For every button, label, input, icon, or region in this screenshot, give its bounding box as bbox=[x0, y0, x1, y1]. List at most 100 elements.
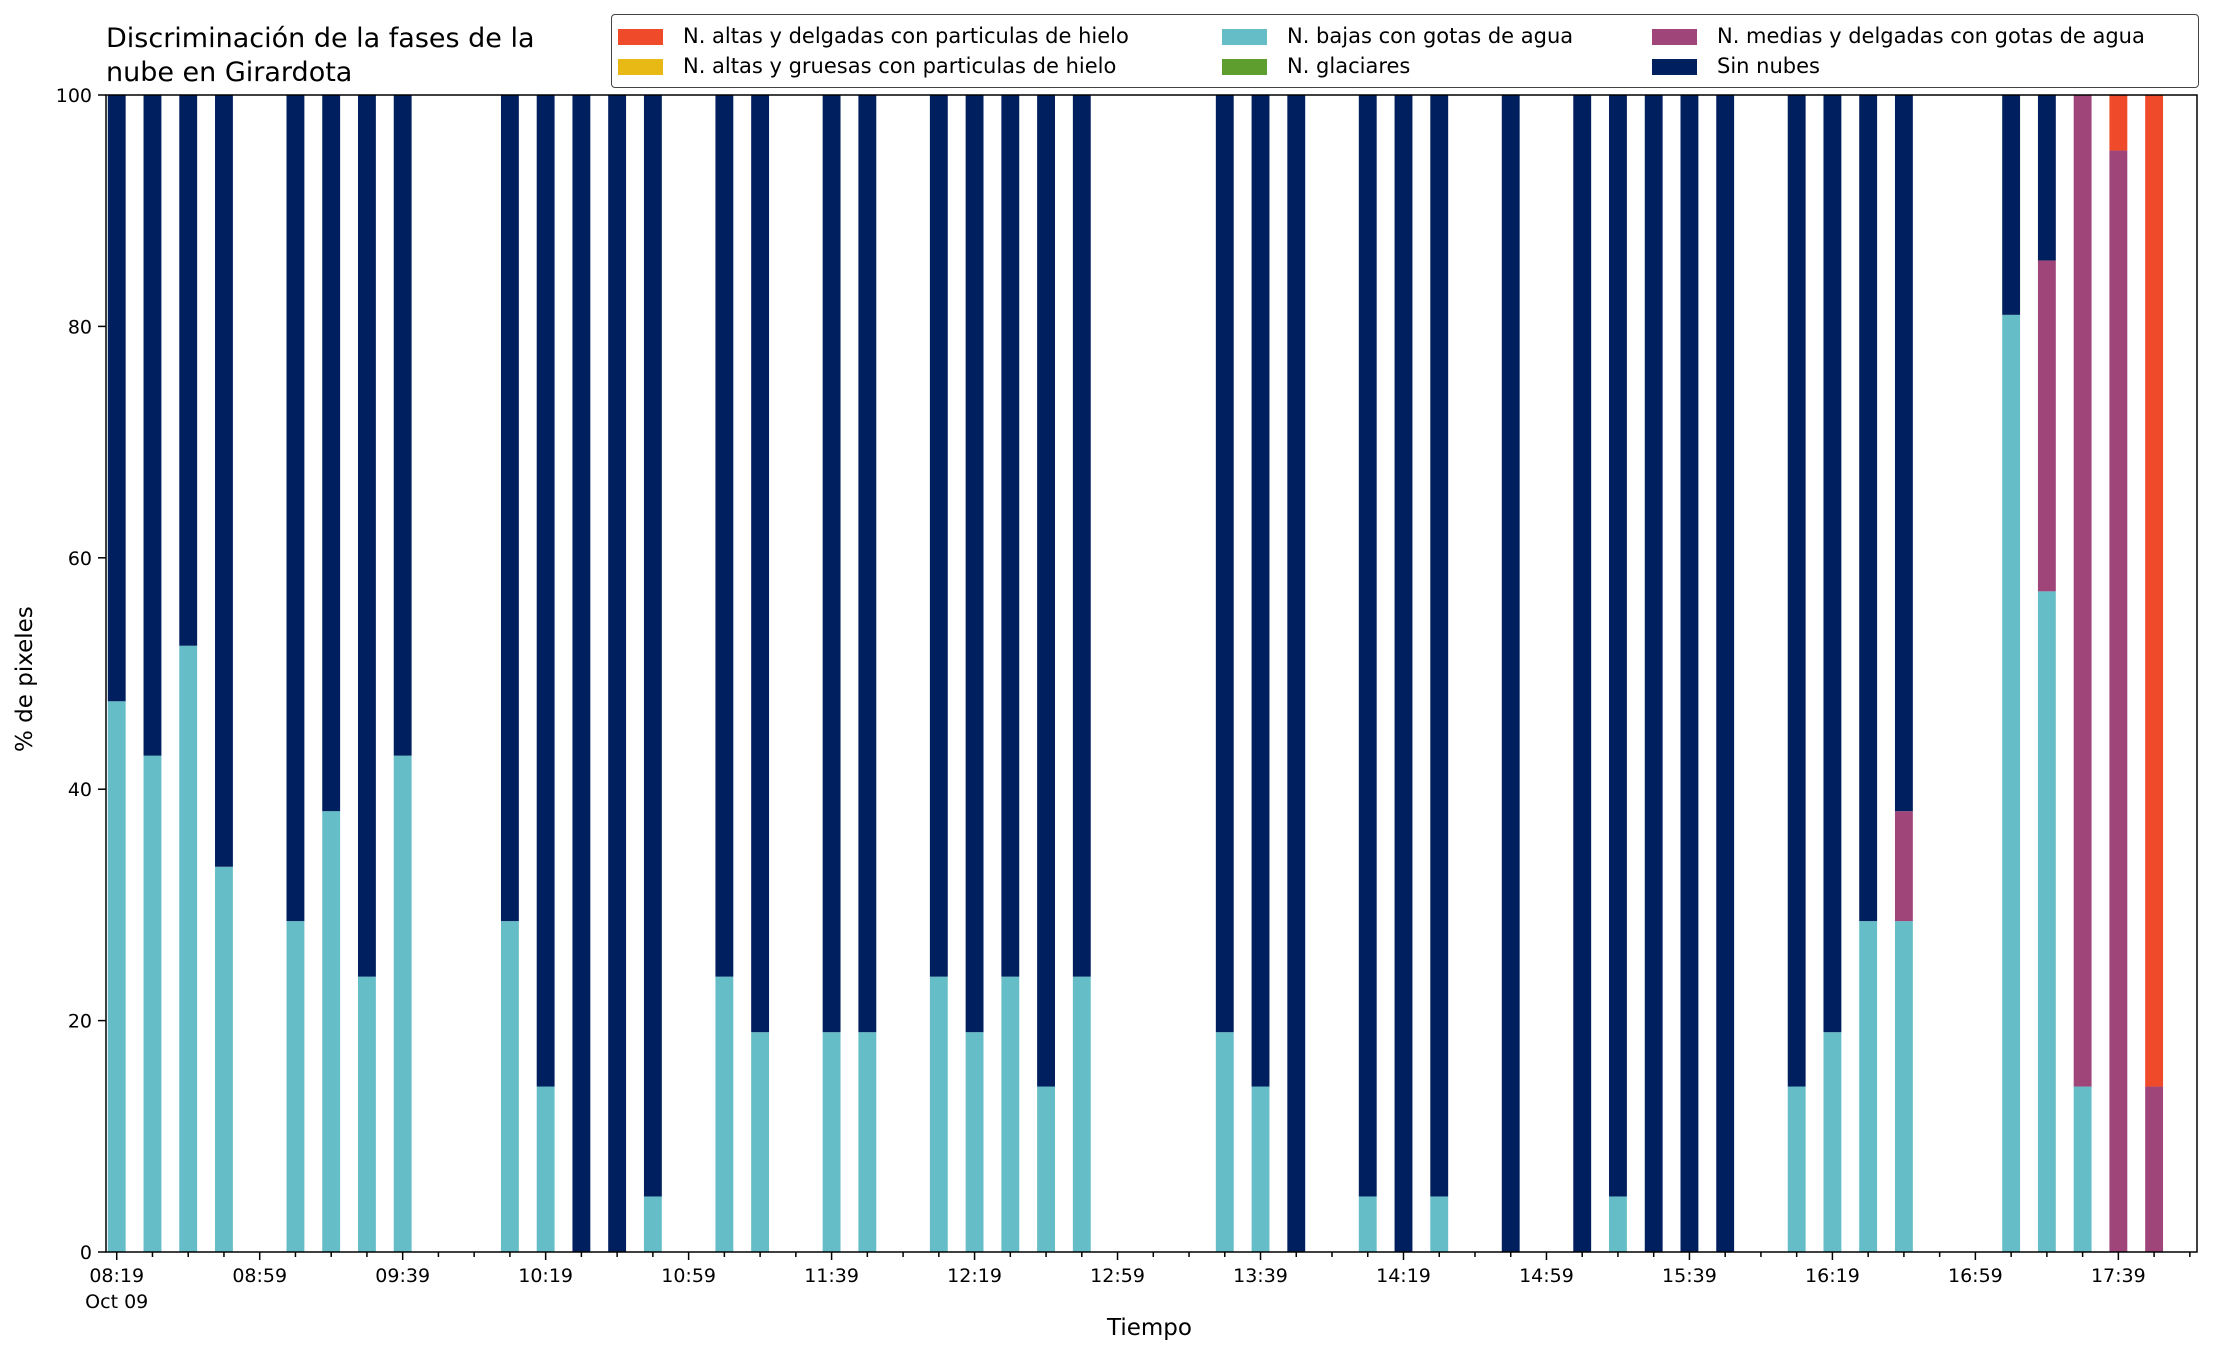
bar-bajas-7 bbox=[357, 976, 376, 1252]
x-tick-label-24: 12:19 bbox=[947, 1265, 1002, 1287]
bar-sin-21 bbox=[858, 95, 877, 1033]
x-tick-label-56: 17:39 bbox=[2091, 1265, 2146, 1287]
bar-bajas-27 bbox=[1072, 976, 1091, 1252]
bar-bajas-2 bbox=[179, 645, 198, 1252]
bar-sin-47 bbox=[1787, 95, 1806, 1087]
bar-sin-15 bbox=[643, 95, 662, 1197]
x-tick-label-20: 11:39 bbox=[804, 1265, 859, 1287]
bar-bajas-21 bbox=[858, 1032, 877, 1252]
bar-bajas-55 bbox=[2073, 1086, 2092, 1252]
bar-sin-12 bbox=[536, 95, 555, 1087]
bar-sin-13 bbox=[572, 95, 591, 1252]
x-tick-label-16: 10:59 bbox=[661, 1265, 716, 1287]
y-axis: 0 20 40 60 80 100 bbox=[56, 85, 106, 1264]
bar-bajas-0 bbox=[107, 701, 126, 1252]
bar-bajas-17 bbox=[715, 976, 734, 1252]
bar-bajas-20 bbox=[822, 1032, 841, 1252]
bar-sin-24 bbox=[965, 95, 984, 1033]
bar-sin-18 bbox=[751, 95, 770, 1033]
bar-bajas-48 bbox=[1823, 1032, 1842, 1252]
bar-sin-35 bbox=[1358, 95, 1377, 1197]
bar-bajas-42 bbox=[1609, 1196, 1627, 1252]
bar-sin-36 bbox=[1394, 95, 1413, 1252]
bar-sin-45 bbox=[1716, 95, 1735, 1252]
bar-sin-44 bbox=[1680, 95, 1699, 1252]
bar-sin-49 bbox=[1859, 95, 1878, 922]
bar-bajas-18 bbox=[751, 1032, 770, 1252]
bar-sin-43 bbox=[1644, 95, 1663, 1252]
x-tick-label-36: 14:19 bbox=[1376, 1265, 1431, 1287]
x-axis: 08:19 Oct 09 08:59 09:39 10:19 10:59 11:39 12:1… bbox=[85, 1252, 2191, 1313]
bar-sin-2 bbox=[179, 95, 198, 646]
x-tick-label-0: 08:19 bbox=[89, 1265, 144, 1287]
y-tick-label-40: 40 bbox=[68, 779, 92, 801]
bar-bajas-31 bbox=[1215, 1032, 1234, 1252]
bar-medias-55 bbox=[2073, 95, 2092, 1087]
legend: N. altas y delgadas con particulas de hi… bbox=[611, 14, 2199, 88]
legend-swatch-altasd bbox=[618, 29, 663, 45]
bar-sin-33 bbox=[1287, 95, 1306, 1252]
bar-sin-23 bbox=[929, 95, 948, 977]
legend-item-medias: N. medias y delgadas con gotas de agua bbox=[1652, 23, 2145, 49]
bar-sin-20 bbox=[822, 95, 841, 1033]
bar-bajas-12 bbox=[536, 1086, 555, 1252]
chart-title-line-2: nube en Girardota bbox=[106, 57, 353, 88]
legend-swatch-altasg bbox=[618, 59, 663, 75]
bar-sin-37 bbox=[1430, 95, 1449, 1197]
bar-sin-32 bbox=[1251, 95, 1270, 1087]
legend-label-sin: Sin nubes bbox=[1717, 54, 1820, 78]
bar-bajas-47 bbox=[1787, 1086, 1806, 1252]
bar-medias-50 bbox=[1894, 811, 1913, 922]
bar-sin-0 bbox=[107, 95, 126, 702]
y-tick-label-20: 20 bbox=[68, 1011, 92, 1033]
x-tick-label-32: 13:39 bbox=[1233, 1265, 1288, 1287]
legend-item-altasd: N. altas y delgadas con particulas de hi… bbox=[618, 23, 1129, 49]
legend-item-altasg: N. altas y gruesas con particulas de hie… bbox=[618, 53, 1116, 79]
x-tick-label-4: 08:59 bbox=[232, 1265, 287, 1287]
bar-bajas-3 bbox=[215, 866, 233, 1252]
y-axis-label: % de pixeles bbox=[12, 606, 38, 752]
legend-item-glac: N. glaciares bbox=[1222, 53, 1410, 79]
bar-bajas-15 bbox=[643, 1196, 662, 1252]
bar-sin-39 bbox=[1501, 95, 1520, 1252]
legend-label-altasd: N. altas y delgadas con particulas de hi… bbox=[683, 24, 1129, 48]
bar-bajas-1 bbox=[143, 755, 162, 1252]
bar-bajas-53 bbox=[2002, 314, 2021, 1253]
bar-bajas-6 bbox=[322, 811, 341, 1252]
legend-swatch-glac bbox=[1222, 59, 1267, 75]
chart-title: Discriminación de la fases de la nube en… bbox=[106, 22, 535, 90]
legend-label-bajas: N. bajas con gotas de agua bbox=[1287, 24, 1574, 48]
bar-sin-11 bbox=[500, 95, 519, 922]
plot-frame bbox=[105, 94, 2198, 1253]
bar-bajas-54 bbox=[2037, 591, 2056, 1252]
bar-altasd-57 bbox=[2145, 95, 2164, 1087]
bar-sin-54 bbox=[2037, 95, 2056, 261]
bar-sin-8 bbox=[393, 95, 412, 756]
legend-item-bajas: N. bajas con gotas de agua bbox=[1222, 23, 1573, 49]
bar-sin-14 bbox=[608, 95, 627, 1252]
bar-sin-41 bbox=[1573, 95, 1592, 1252]
bar-bajas-26 bbox=[1037, 1086, 1055, 1252]
bar-bajas-23 bbox=[929, 976, 948, 1252]
legend-swatch-sin bbox=[1652, 59, 1697, 75]
bars-layer bbox=[107, 95, 2164, 1253]
bar-bajas-35 bbox=[1358, 1196, 1377, 1252]
legend-label-glac: N. glaciares bbox=[1287, 54, 1411, 78]
chart-title-line-1: Discriminación de la fases de la bbox=[106, 23, 535, 54]
x-axis-label: Tiempo bbox=[1107, 1315, 1192, 1341]
x-tick-label-52: 16:59 bbox=[1948, 1265, 2003, 1287]
bar-bajas-24 bbox=[965, 1032, 984, 1252]
bar-sin-26 bbox=[1037, 95, 1055, 1087]
bar-sin-5 bbox=[286, 95, 305, 922]
bar-sin-27 bbox=[1072, 95, 1091, 977]
legend-label-altasg: N. altas y gruesas con particulas de hie… bbox=[683, 54, 1117, 78]
bar-sin-6 bbox=[322, 95, 341, 812]
x-tick-label-28: 12:59 bbox=[1090, 1265, 1145, 1287]
legend-swatch-bajas bbox=[1222, 29, 1267, 45]
bar-bajas-49 bbox=[1859, 921, 1878, 1252]
legend-item-sin: Sin nubes bbox=[1652, 53, 1820, 79]
bar-sin-7 bbox=[357, 95, 376, 977]
bar-bajas-11 bbox=[500, 921, 519, 1252]
bar-bajas-25 bbox=[1001, 976, 1020, 1252]
x-tick-label-44: 15:39 bbox=[1662, 1265, 1717, 1287]
